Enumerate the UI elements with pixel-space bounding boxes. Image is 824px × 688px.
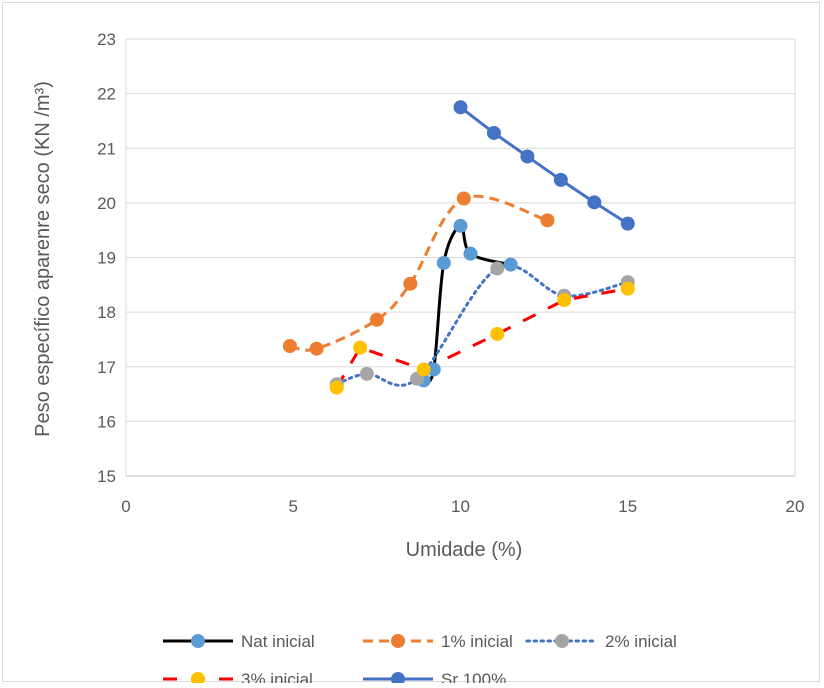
x-tick-label: 0 bbox=[121, 497, 130, 516]
y-tick-label: 17 bbox=[97, 358, 116, 377]
legend-marker bbox=[191, 634, 205, 648]
data-point bbox=[416, 362, 431, 377]
data-point bbox=[490, 326, 505, 341]
x-axis-label: Umidade (%) bbox=[406, 539, 523, 561]
chart: 15 16 17 18 19 20 21 22 23 0 5 10 15 20 Umidade (%) P… bbox=[32, 30, 804, 688]
y-tick-label: 23 bbox=[97, 30, 116, 49]
x-tick-label: 5 bbox=[289, 497, 298, 516]
series-markers bbox=[282, 100, 635, 395]
series-lines bbox=[289, 106, 630, 389]
y-tick-label: 18 bbox=[97, 303, 116, 322]
y-tick-label: 22 bbox=[97, 85, 116, 104]
legend-marker bbox=[391, 634, 405, 648]
data-point bbox=[620, 281, 635, 296]
series-line bbox=[459, 106, 629, 225]
legend-label: 3% inicial bbox=[241, 670, 313, 683]
data-point bbox=[503, 257, 518, 272]
data-point bbox=[620, 216, 635, 231]
y-tick-label: 20 bbox=[97, 194, 116, 213]
x-tick-label: 20 bbox=[786, 497, 805, 516]
legend-marker bbox=[191, 672, 205, 686]
y-tick-label: 21 bbox=[97, 139, 116, 158]
data-point bbox=[463, 246, 478, 261]
tick-labels: 15 16 17 18 19 20 21 22 23 0 5 10 15 20 bbox=[97, 30, 804, 516]
data-point bbox=[453, 100, 468, 115]
legend-marker bbox=[391, 672, 405, 686]
legend-label: 2% inicial bbox=[605, 632, 677, 651]
x-tick-label: 10 bbox=[451, 497, 470, 516]
data-point bbox=[329, 380, 344, 395]
legend-label: Nat inicial bbox=[241, 632, 315, 651]
data-point bbox=[557, 293, 572, 308]
legend-label: 1% inicial bbox=[441, 632, 513, 651]
data-point bbox=[453, 218, 468, 233]
data-point bbox=[520, 149, 535, 164]
data-point bbox=[353, 340, 368, 355]
legend-label: Sr 100% bbox=[441, 670, 506, 683]
data-point bbox=[426, 362, 441, 377]
series-line bbox=[289, 194, 548, 352]
axes bbox=[125, 39, 796, 477]
series-line bbox=[335, 287, 629, 389]
y-tick-label: 19 bbox=[97, 249, 116, 268]
data-point bbox=[490, 261, 505, 276]
data-point bbox=[436, 255, 451, 270]
data-point bbox=[486, 125, 501, 140]
y-tick-label: 15 bbox=[97, 467, 116, 486]
data-point bbox=[540, 213, 555, 228]
data-point bbox=[587, 195, 602, 210]
x-tick-label: 15 bbox=[618, 497, 637, 516]
data-point bbox=[359, 366, 374, 381]
data-point bbox=[282, 338, 297, 353]
data-point bbox=[456, 191, 471, 206]
data-point bbox=[309, 341, 324, 356]
legend-marker bbox=[555, 634, 569, 648]
data-point bbox=[553, 172, 568, 187]
data-point bbox=[403, 276, 418, 291]
y-tick-label: 16 bbox=[97, 412, 116, 431]
legend: Nat inicial 1% inicial 2% inicial 3% inicia… bbox=[163, 632, 677, 688]
y-axis-label: Peso específico aparenre seco (KN /m³) bbox=[32, 81, 54, 437]
data-point bbox=[369, 312, 384, 327]
